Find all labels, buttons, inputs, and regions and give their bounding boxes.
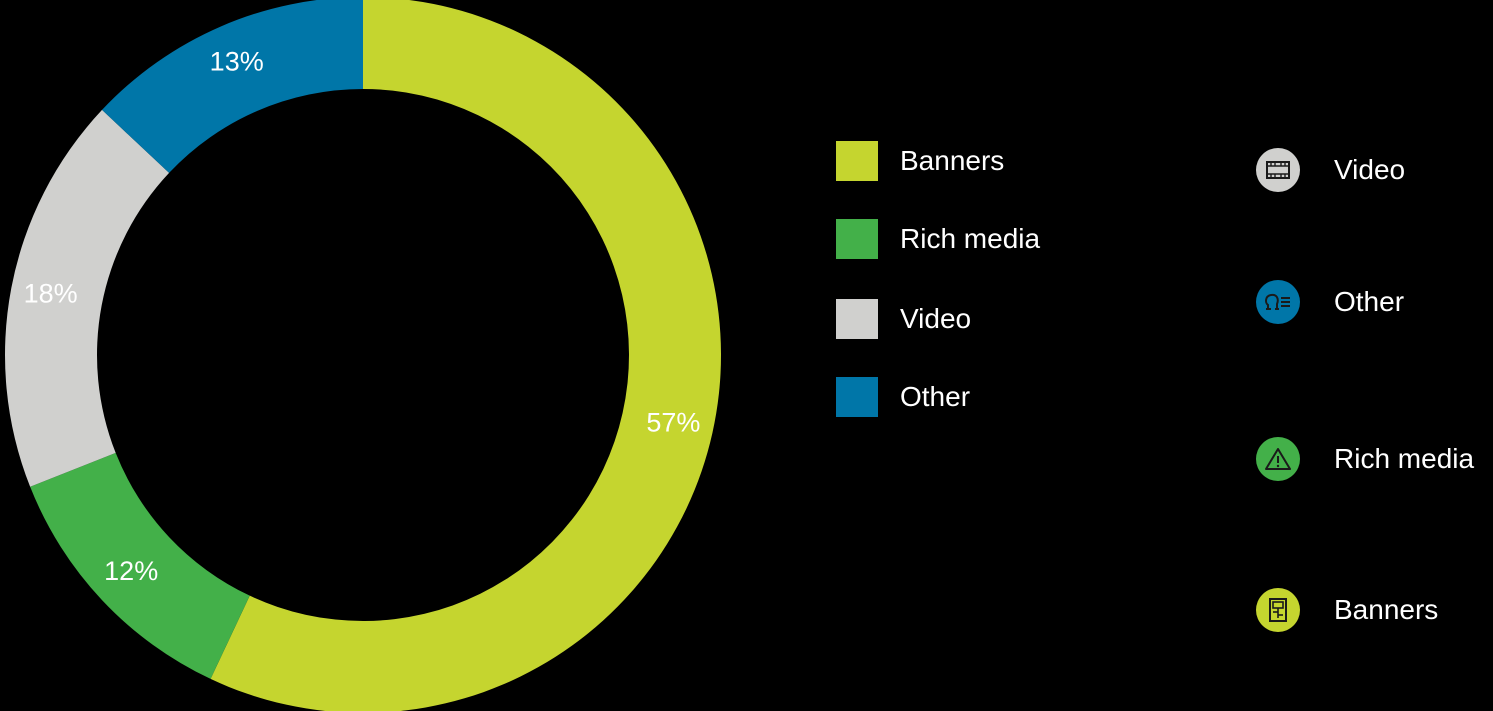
legend-swatch-video [836, 299, 878, 339]
slice-label-other: 13% [210, 46, 264, 76]
legend-swatch-other [836, 377, 878, 417]
legend-label-other: Other [900, 381, 971, 412]
legend-item-other: Other [836, 377, 970, 417]
layout-panel-icon [1256, 588, 1300, 632]
legend-swatch-banners [836, 141, 878, 181]
icon-legend-banners: Banners [1256, 588, 1438, 632]
legend-label-banners: Banners [900, 145, 1005, 176]
legend-item-video: Video [836, 299, 971, 339]
speech-list-icon [1256, 280, 1300, 324]
slice-rich-media [30, 452, 250, 679]
icon-legend-label-banners: Banners [1334, 594, 1439, 625]
legend-swatch-rich-media [836, 219, 878, 259]
legend-item-rich-media: Rich media [836, 219, 1040, 259]
slice-label-rich-media: 12% [104, 556, 158, 586]
icon-legend-rich-media: Rich media [1256, 437, 1474, 481]
legend-item-banners: Banners [836, 141, 1004, 181]
slice-banners [210, 0, 721, 711]
slice-label-video: 18% [24, 279, 78, 309]
icon-legend-video: Video [1256, 148, 1405, 192]
icon-legend-label-rich-media: Rich media [1334, 443, 1475, 474]
warning-triangle-icon [1256, 437, 1300, 481]
legend-label-rich-media: Rich media [900, 223, 1041, 254]
film-icon [1256, 148, 1300, 192]
slice-video [4, 109, 170, 487]
icon-legend-label-other: Other [1334, 286, 1405, 317]
icon-legend-label-video: Video [1334, 154, 1406, 185]
legend-label-video: Video [900, 303, 972, 334]
icon-legend-other: Other [1256, 280, 1404, 324]
slice-label-banners: 57% [646, 407, 700, 437]
slice-other [102, 0, 363, 173]
